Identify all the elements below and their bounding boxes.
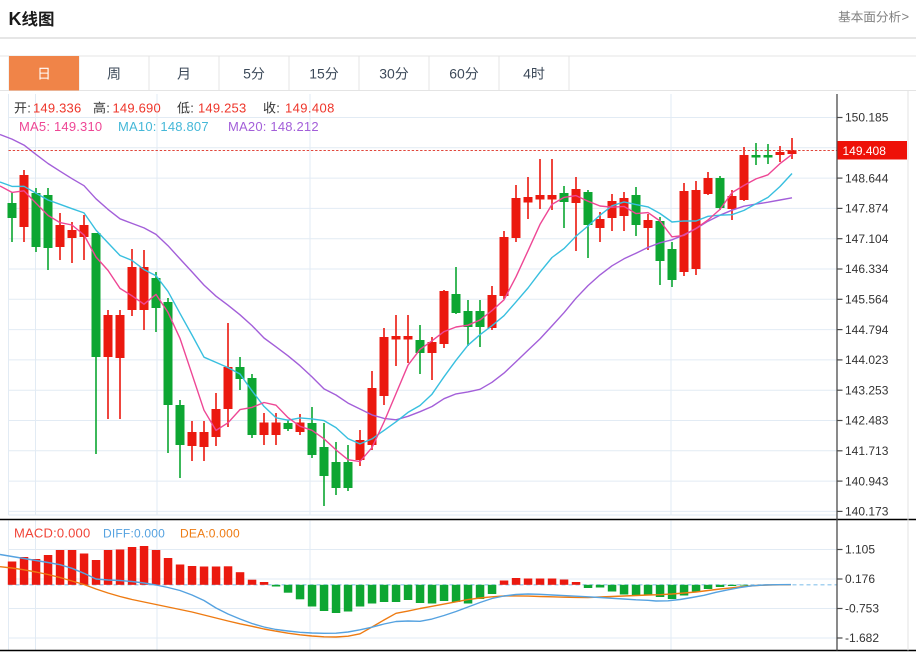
- svg-text:>: >: [902, 9, 910, 24]
- svg-text:60: 60: [449, 65, 465, 81]
- svg-text:149.690: 149.690: [113, 101, 161, 116]
- svg-text:149.408: 149.408: [843, 144, 887, 158]
- svg-text:-1.682: -1.682: [845, 631, 879, 645]
- svg-text:149.336: 149.336: [33, 101, 81, 116]
- svg-text:140.943: 140.943: [845, 474, 889, 488]
- svg-text:150.185: 150.185: [845, 111, 889, 125]
- svg-text:148.644: 148.644: [845, 171, 889, 185]
- svg-text::: :: [190, 101, 194, 116]
- svg-text:DIFF:0.000: DIFF:0.000: [103, 527, 165, 541]
- svg-text:DEA:0.000: DEA:0.000: [180, 527, 240, 541]
- svg-text:15: 15: [309, 65, 325, 81]
- svg-text::: :: [106, 101, 110, 116]
- svg-text:30: 30: [379, 65, 395, 81]
- svg-text::: :: [276, 101, 280, 116]
- svg-text:MA10: 148.807: MA10: 148.807: [118, 119, 209, 134]
- svg-text:4: 4: [523, 65, 531, 81]
- svg-text:K: K: [9, 9, 22, 29]
- svg-text:146.334: 146.334: [845, 262, 889, 276]
- svg-text:MA20: 148.212: MA20: 148.212: [228, 119, 319, 134]
- svg-text:5: 5: [243, 65, 251, 81]
- svg-text:142.483: 142.483: [845, 414, 889, 428]
- svg-text:-0.753: -0.753: [845, 602, 879, 616]
- svg-text:144.794: 144.794: [845, 323, 889, 337]
- svg-text:149.253: 149.253: [198, 101, 246, 116]
- svg-text:143.253: 143.253: [845, 383, 889, 397]
- svg-text:140.173: 140.173: [845, 505, 889, 519]
- svg-text:MACD:0.000: MACD:0.000: [14, 526, 90, 541]
- svg-text::: :: [27, 101, 31, 116]
- svg-text:MA5: 149.310: MA5: 149.310: [19, 119, 102, 134]
- svg-text:1.105: 1.105: [845, 543, 875, 557]
- svg-text:147.104: 147.104: [845, 232, 889, 246]
- svg-text:144.023: 144.023: [845, 353, 889, 367]
- svg-text:145.564: 145.564: [845, 293, 889, 307]
- svg-text:141.713: 141.713: [845, 444, 889, 458]
- svg-text:147.874: 147.874: [845, 202, 889, 216]
- svg-text:0.176: 0.176: [845, 572, 875, 586]
- svg-text:149.408: 149.408: [285, 101, 335, 116]
